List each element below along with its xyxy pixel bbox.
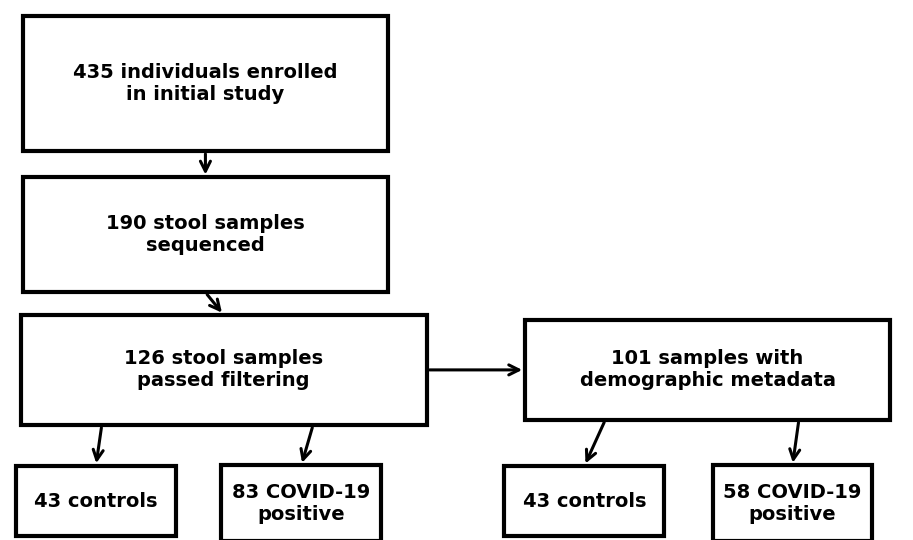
Text: 435 individuals enrolled
in initial study: 435 individuals enrolled in initial stud… xyxy=(73,63,338,104)
FancyBboxPatch shape xyxy=(23,177,388,293)
FancyBboxPatch shape xyxy=(23,16,388,151)
FancyBboxPatch shape xyxy=(712,465,872,540)
FancyBboxPatch shape xyxy=(525,320,890,420)
Text: 126 stool samples
passed filtering: 126 stool samples passed filtering xyxy=(124,349,323,390)
Text: 101 samples with
demographic metadata: 101 samples with demographic metadata xyxy=(580,349,835,390)
Text: 43 controls: 43 controls xyxy=(522,491,646,511)
FancyBboxPatch shape xyxy=(504,466,664,536)
Text: 190 stool samples
sequenced: 190 stool samples sequenced xyxy=(106,214,305,255)
FancyBboxPatch shape xyxy=(20,315,427,425)
Text: 43 controls: 43 controls xyxy=(34,491,158,511)
Text: 83 COVID-19
positive: 83 COVID-19 positive xyxy=(232,483,371,524)
Text: 58 COVID-19
positive: 58 COVID-19 positive xyxy=(723,483,862,524)
FancyBboxPatch shape xyxy=(222,465,381,540)
FancyBboxPatch shape xyxy=(16,466,175,536)
